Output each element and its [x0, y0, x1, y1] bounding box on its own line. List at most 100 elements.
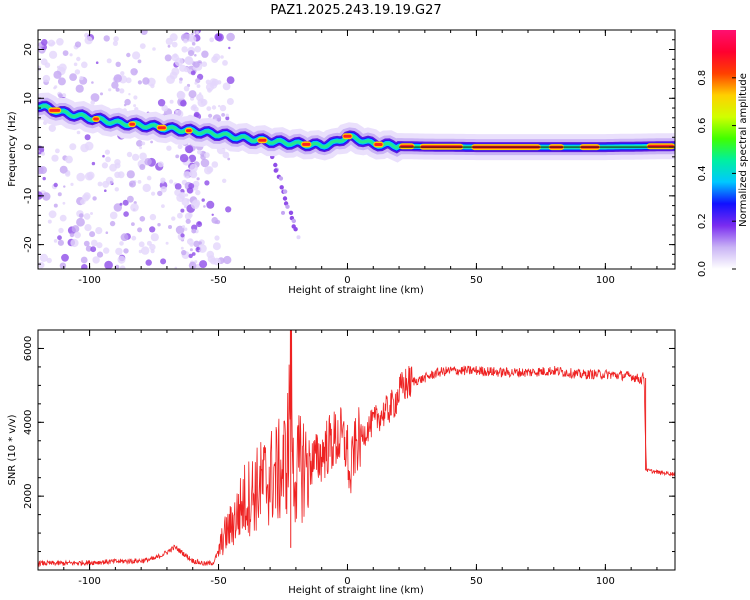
noise-blob: [141, 141, 146, 146]
noise-blob: [70, 238, 79, 248]
noise-blob: [90, 246, 97, 253]
noise-blob: [220, 55, 224, 59]
x-tick-label: -100: [78, 576, 101, 587]
noise-blob: [183, 171, 191, 179]
noise-blob: [102, 154, 105, 158]
noise-blob: [133, 95, 138, 100]
noise-blob: [193, 61, 200, 68]
noise-blob: [218, 104, 221, 108]
noise-blob: [90, 239, 98, 247]
noise-blob: [124, 98, 131, 106]
noise-blob: [42, 192, 51, 201]
spectrogram-x-ticks: -100 -50 0 50 100: [37, 30, 658, 286]
noise-blob: [198, 241, 202, 245]
y-tick-label: -20: [23, 236, 34, 252]
noise-blob: [176, 91, 186, 100]
tail-blob: [296, 235, 301, 240]
spectrogram-frame: [37, 29, 676, 270]
noise-blob: [213, 257, 221, 266]
noise-blob: [39, 253, 49, 262]
noise-blob: [126, 151, 133, 158]
noise-blob: [214, 235, 220, 241]
noise-blob: [96, 242, 103, 249]
noise-blob: [139, 43, 146, 49]
noise-blob: [225, 206, 232, 213]
tail-blob: [279, 185, 284, 190]
noise-blob: [169, 179, 174, 184]
noise-blob: [83, 213, 91, 220]
x-tick-label: -50: [210, 275, 226, 286]
colorbar-tick-label: 0.4: [697, 165, 708, 181]
spectrogram-y-ticks: -20 -10 0 10 20: [23, 29, 675, 265]
noise-blob: [175, 154, 180, 159]
noise-blob: [119, 265, 126, 269]
noise-blob: [227, 157, 231, 161]
noise-blob: [180, 100, 187, 107]
noise-blob: [117, 255, 126, 264]
noise-blob: [197, 98, 207, 107]
noise-blob: [101, 162, 108, 169]
noise-blob: [40, 58, 48, 66]
noise-blob: [138, 249, 143, 254]
noise-blob: [197, 149, 202, 155]
noise-blob: [126, 170, 135, 179]
noise-blob: [145, 259, 152, 266]
noise-blob: [138, 241, 145, 248]
noise-blob: [53, 182, 58, 188]
noise-blob: [109, 180, 113, 184]
noise-blob: [150, 140, 154, 144]
noise-blob: [105, 156, 111, 163]
y-tick-label: 6000: [23, 336, 34, 361]
y-tick-label: 0: [23, 144, 34, 150]
noise-blob: [53, 203, 58, 208]
tail-blob: [282, 196, 288, 201]
noise-blob: [47, 219, 52, 224]
noise-blob: [42, 74, 51, 83]
noise-blob: [178, 80, 183, 84]
noise-blob: [149, 243, 156, 251]
noise-blob: [190, 200, 200, 210]
colorbar-tick-label: 0.2: [697, 213, 708, 229]
noise-blob: [225, 116, 230, 121]
noise-blob: [217, 80, 222, 85]
colorbar-tick-label: 0.0: [697, 261, 708, 277]
noise-blob: [69, 232, 75, 238]
noise-blob: [84, 134, 91, 141]
x-tick-label: 50: [470, 576, 483, 587]
noise-blob: [80, 199, 86, 205]
noise-blob: [206, 250, 215, 259]
snr-panel: -100 -50 0 50 100 2000 4000 6000 Height of str…: [7, 329, 676, 596]
noise-blob: [221, 113, 226, 117]
snr-series-line: [38, 330, 675, 568]
noise-blob: [119, 241, 124, 246]
noise-blob: [115, 87, 120, 92]
noise-blob: [160, 258, 167, 265]
noise-blob: [190, 70, 196, 76]
noise-blob: [126, 52, 131, 58]
noise-blob: [185, 218, 191, 224]
noise-blob: [157, 161, 164, 168]
y-tick-label: 4000: [23, 410, 34, 435]
noise-blob: [128, 93, 131, 96]
noise-blob: [76, 56, 81, 62]
noise-blob: [95, 227, 103, 235]
tail-blob: [282, 189, 288, 194]
noise-blob: [191, 228, 197, 234]
noise-blob: [125, 77, 132, 84]
noise-blob: [226, 98, 234, 105]
noise-blob: [151, 191, 156, 196]
noise-blob: [128, 180, 136, 188]
noise-blob: [111, 81, 119, 89]
noise-blob: [185, 145, 194, 154]
noise-blob: [91, 161, 96, 166]
colorbar-label: Normalized spectral amplitude: [738, 73, 749, 227]
noise-blob: [222, 178, 227, 183]
colorbar-ticks: 0.0 0.2 0.4 0.6 0.8: [697, 70, 736, 277]
noise-blob: [140, 30, 148, 35]
noise-blob: [53, 70, 62, 79]
noise-blob: [185, 193, 189, 197]
noise-blob: [123, 248, 129, 254]
snr-y-ticks: 2000 4000 6000: [23, 329, 675, 553]
noise-blob: [166, 145, 172, 151]
